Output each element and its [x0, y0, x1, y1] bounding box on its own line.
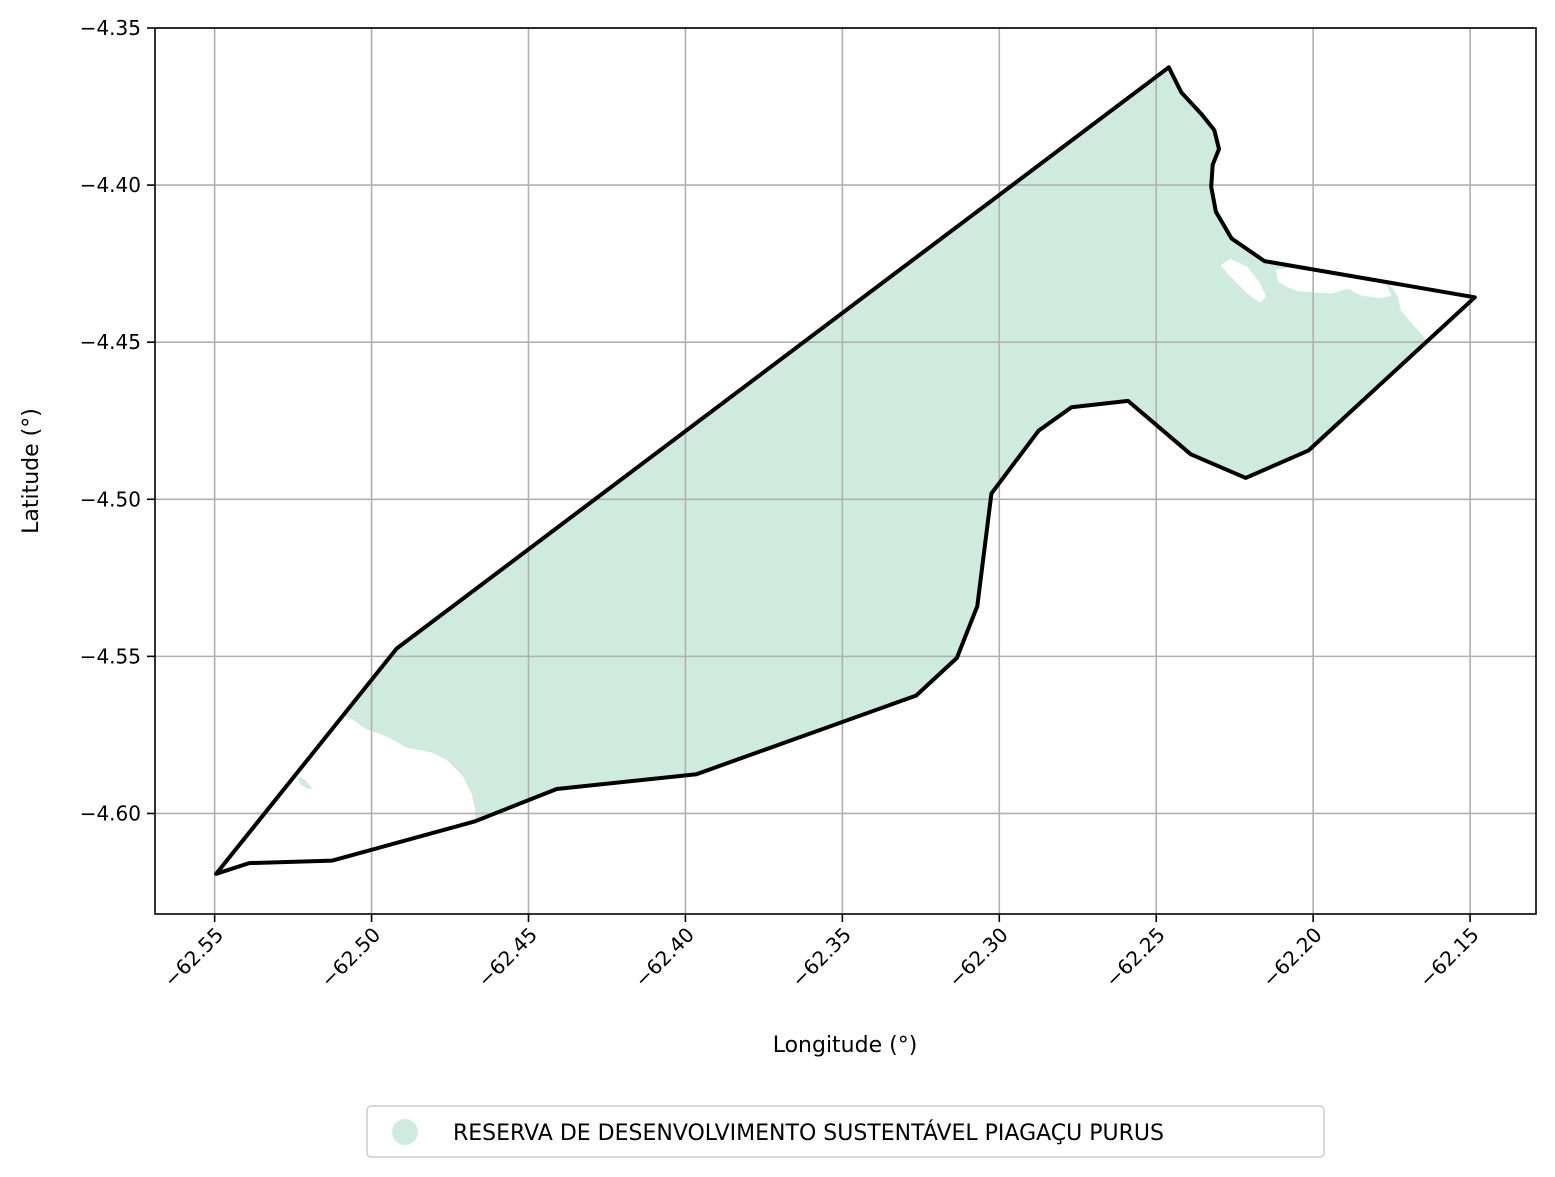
y-axis-ticks: −4.35 −4.40 −4.45 −4.50 −4.55 −4.60	[80, 16, 155, 825]
y-tick-label: −4.45	[80, 330, 141, 354]
reserve-area	[340, 67, 1477, 822]
legend-label: RESERVA DE DESENVOLVIMENTO SUSTENTÁVEL P…	[453, 1120, 1164, 1146]
reserve-fill-layer	[297, 67, 1477, 822]
reserve-boundary	[214, 65, 1477, 876]
y-tick-label: −4.60	[80, 801, 141, 825]
unfilled-patch	[1220, 258, 1267, 303]
y-axis-label: Latitude (°)	[19, 408, 44, 534]
grid-lines	[155, 27, 1536, 914]
y-tick-label: −4.55	[80, 644, 141, 668]
reserve-outline-layer	[214, 65, 1477, 876]
y-tick-label: −4.50	[80, 487, 141, 511]
legend-box	[366, 1105, 1325, 1158]
legend: RESERVA DE DESENVOLVIMENTO SUSTENTÁVEL P…	[366, 1105, 1325, 1158]
unfilled-patch	[1275, 266, 1392, 299]
reserve-fragment	[297, 777, 312, 789]
plot-frame	[154, 27, 1537, 915]
x-axis-label: Longitude (°)	[773, 1033, 918, 1058]
legend-swatch	[392, 1119, 418, 1145]
plot-area	[154, 27, 1537, 915]
y-tick-label: −4.40	[80, 173, 141, 197]
y-tick-label: −4.35	[80, 16, 141, 40]
